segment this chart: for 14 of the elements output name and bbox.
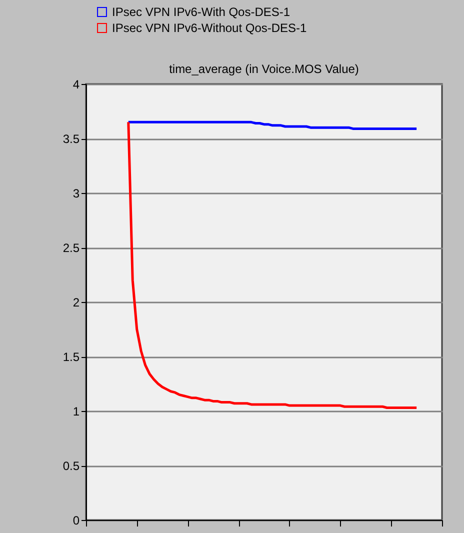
line-series	[127, 120, 418, 409]
y-tick-label: 0	[72, 514, 80, 528]
legend-label: IPsec VPN IPv6-Without Qos-DES-1	[112, 21, 308, 35]
legend-label: IPsec VPN IPv6-With Qos-DES-1	[112, 5, 290, 19]
y-tick-label: 1.5	[62, 350, 80, 364]
line-series	[127, 120, 418, 130]
y-tick-label: 2	[72, 296, 80, 310]
y-tick-label: 4	[72, 78, 80, 92]
y-tick-label: 3	[72, 186, 80, 200]
y-tick-label: 2.5	[62, 241, 80, 255]
y-tick-label: 3.5	[62, 132, 80, 146]
y-tick-label: 1	[72, 404, 80, 418]
chart-title: time_average (in Voice.MOS Value)	[169, 62, 359, 76]
y-tick-label: 0.5	[62, 459, 80, 473]
